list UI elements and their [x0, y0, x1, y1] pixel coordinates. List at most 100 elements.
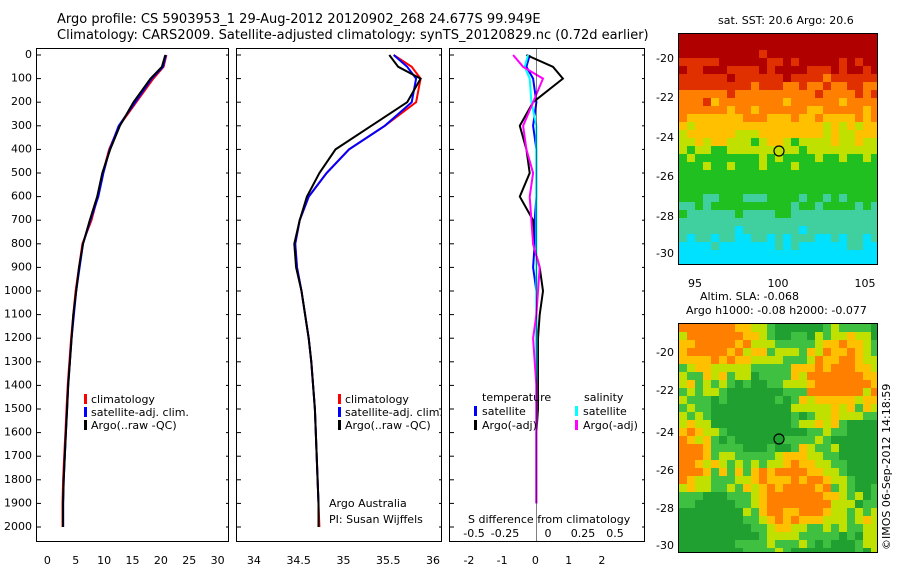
map-cell	[807, 388, 815, 396]
map-cell	[823, 218, 831, 226]
map-cell	[743, 66, 751, 74]
map-cell	[823, 98, 831, 106]
map-cell	[855, 540, 863, 548]
map-cell	[847, 258, 855, 264]
map-cell	[759, 484, 767, 492]
legend-label: Argo(..raw -QC)	[345, 419, 431, 432]
map-cell	[791, 364, 799, 372]
map-cell	[783, 324, 791, 332]
map-cell	[823, 74, 831, 82]
map-cell	[847, 34, 855, 42]
map-cell	[711, 114, 719, 122]
map-cell	[711, 98, 719, 106]
map-cell	[679, 444, 687, 452]
legend-swatch	[84, 394, 87, 404]
map-cell	[847, 364, 855, 372]
map-cell	[823, 226, 831, 234]
map-cell	[679, 42, 687, 50]
map-cell	[775, 404, 783, 412]
map-cell	[807, 340, 815, 348]
map-cell	[743, 540, 751, 548]
map-cell	[727, 258, 735, 264]
map-cell	[791, 428, 799, 436]
map-cell	[695, 388, 703, 396]
map-cell	[791, 50, 799, 58]
map-cell	[799, 500, 807, 508]
map-cell	[711, 404, 719, 412]
map-cell	[815, 170, 823, 178]
map-cell	[807, 460, 815, 468]
map-cell	[759, 428, 767, 436]
map-cell	[863, 154, 871, 162]
map-cell	[815, 194, 823, 202]
map-cell	[759, 114, 767, 122]
map-cell	[727, 138, 735, 146]
legend-label: Argo(-adj)	[482, 419, 537, 432]
map-cell	[791, 234, 799, 242]
map-cell	[711, 50, 719, 58]
map-cell	[807, 452, 815, 460]
map-cell	[687, 484, 695, 492]
map-cell	[791, 258, 799, 264]
map-cell	[799, 372, 807, 380]
map-cell	[695, 540, 703, 548]
map-cell	[703, 50, 711, 58]
depth-tick-label: 700	[11, 213, 32, 226]
map-cell	[783, 58, 791, 66]
map-cell	[687, 516, 695, 524]
map-cell	[759, 58, 767, 66]
map-cell	[775, 66, 783, 74]
map-cell	[847, 452, 855, 460]
map-cell	[831, 234, 839, 242]
map-cell	[815, 356, 823, 364]
map-cell	[751, 372, 759, 380]
map-cell	[767, 516, 775, 524]
map-cell	[871, 516, 877, 524]
map-cell	[823, 242, 831, 250]
map-cell	[855, 348, 863, 356]
map-cell	[783, 340, 791, 348]
map-cell	[751, 460, 759, 468]
map-cell	[743, 452, 751, 460]
map-cell	[727, 154, 735, 162]
map-cell	[727, 66, 735, 74]
map-cell	[719, 540, 727, 548]
series-line-4	[512, 54, 545, 504]
map-cell	[823, 50, 831, 58]
map-cell	[735, 250, 743, 258]
map-cell	[799, 162, 807, 170]
map-cell	[855, 210, 863, 218]
map-cell	[767, 348, 775, 356]
map-cell	[719, 476, 727, 484]
map-cell	[719, 106, 727, 114]
map-cell	[855, 404, 863, 412]
map-cell	[695, 532, 703, 540]
map-cell	[735, 348, 743, 356]
map-cell	[791, 460, 799, 468]
map-cell	[735, 436, 743, 444]
map-cell	[791, 146, 799, 154]
map-cell	[735, 218, 743, 226]
map-cell	[759, 42, 767, 50]
map-cell	[767, 524, 775, 532]
map-cell	[855, 98, 863, 106]
legend-label: Argo(-adj)	[583, 419, 638, 432]
map-cell	[727, 356, 735, 364]
map-cell	[679, 34, 687, 42]
map-cell	[831, 146, 839, 154]
map-cell	[783, 154, 791, 162]
map-cell	[847, 178, 855, 186]
map-cell	[767, 50, 775, 58]
x-tick-label: 0	[44, 554, 51, 567]
map-cell	[823, 500, 831, 508]
map-cell	[799, 74, 807, 82]
map-cell	[687, 428, 695, 436]
map-cell	[743, 34, 751, 42]
map-cell	[703, 364, 711, 372]
map-cell	[783, 420, 791, 428]
map-cell	[751, 50, 759, 58]
map-cell	[719, 234, 727, 242]
map-cell	[719, 74, 727, 82]
map-cell	[703, 476, 711, 484]
map1-lat-label: -30	[656, 247, 674, 260]
